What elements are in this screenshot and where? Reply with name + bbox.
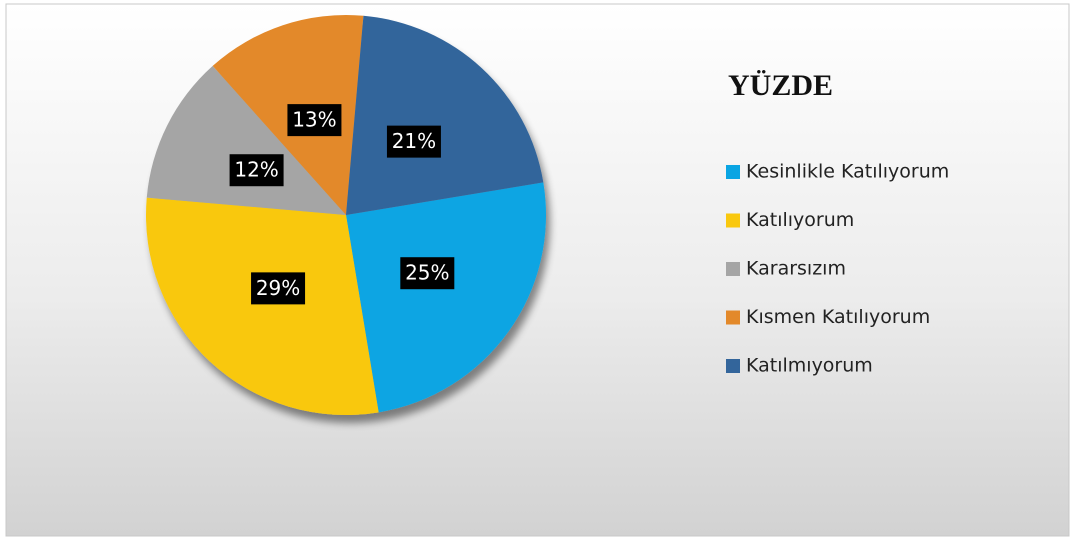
legend-label: Katılmıyorum <box>746 355 873 377</box>
legend-swatch <box>726 359 740 373</box>
pie-slice <box>346 15 544 215</box>
data-label: 21% <box>392 129 436 153</box>
legend-label: Kararsızım <box>746 258 846 280</box>
pie <box>146 15 546 415</box>
data-label: 29% <box>256 276 300 300</box>
pie-slice <box>146 197 379 415</box>
legend-swatch <box>726 213 740 228</box>
legend-label: Katılıyorum <box>746 209 854 231</box>
pie-slice <box>346 182 546 413</box>
data-label-box <box>386 125 441 158</box>
legend-label: Kesinlikle Katılıyorum <box>746 161 949 183</box>
data-label: 13% <box>292 108 336 132</box>
data-label-box <box>229 154 284 187</box>
data-label-box <box>251 272 306 305</box>
legend-swatch <box>726 310 740 325</box>
legend-label: Kısmen Katılıyorum <box>746 306 930 328</box>
pie-slice <box>146 65 346 215</box>
legend-swatch <box>726 165 740 179</box>
data-label: 25% <box>405 261 449 285</box>
legend-swatch <box>726 262 740 276</box>
data-label: 12% <box>234 158 278 182</box>
data-label-box <box>287 104 342 137</box>
chart-title: YÜZDE <box>728 69 833 102</box>
data-label-box <box>400 257 455 290</box>
